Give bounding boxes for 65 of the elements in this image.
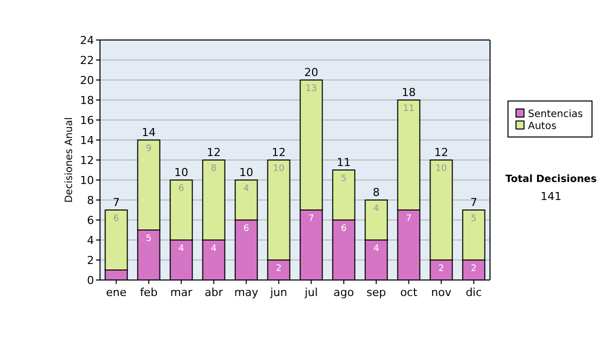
data-label: 5 <box>146 234 152 244</box>
total-label: 10 <box>239 166 254 179</box>
data-label: 4 <box>210 244 217 254</box>
total-label: 12 <box>434 146 448 159</box>
total-label: 12 <box>272 146 286 159</box>
data-label: 10 <box>273 164 285 174</box>
data-label: 7 <box>308 214 314 224</box>
data-label: 5 <box>340 174 347 184</box>
data-label: 6 <box>178 184 184 194</box>
data-label: 2 <box>438 264 444 274</box>
y-axis-title: Decisiones Anual <box>64 117 75 203</box>
y-tick-label: 0 <box>87 274 94 287</box>
y-tick-label: 4 <box>87 234 94 247</box>
total-label: 7 <box>470 196 478 209</box>
y-tick-label: 20 <box>80 74 94 87</box>
total-label: 14 <box>142 126 156 139</box>
data-label: 9 <box>146 144 152 154</box>
x-tick-label: ene <box>106 286 127 299</box>
x-tick-label: jul <box>304 286 318 299</box>
data-label: 4 <box>373 204 380 214</box>
x-tick-label: dic <box>466 286 482 299</box>
y-tick-label: 22 <box>80 54 94 67</box>
data-label: 6 <box>113 214 120 224</box>
data-label: 7 <box>406 214 412 224</box>
x-tick-label: mar <box>170 286 193 299</box>
total-label: 11 <box>336 156 351 169</box>
data-label: 4 <box>243 184 250 194</box>
data-label: 4 <box>373 244 380 254</box>
legend-label: Autos <box>528 121 556 132</box>
total-label: 20 <box>304 66 318 79</box>
text: Total Decisiones <box>505 174 597 185</box>
data-label: 2 <box>470 264 477 274</box>
y-tick-label: 18 <box>80 94 94 107</box>
y-tick-label: 6 <box>87 214 94 227</box>
x-tick-label: oct <box>400 286 418 299</box>
total-label: 12 <box>206 146 221 159</box>
total-label: 18 <box>402 86 416 99</box>
legend-label: Sentencias <box>528 109 583 120</box>
y-tick-label: 2 <box>87 254 94 267</box>
y-tick-label: 24 <box>80 34 94 47</box>
data-label: 8 <box>210 164 217 174</box>
total-label: 7 <box>112 196 120 209</box>
y-tick-label: 12 <box>80 154 94 167</box>
y-tick-label: 8 <box>87 194 94 207</box>
data-label: 13 <box>306 84 317 94</box>
x-tick-label: nov <box>431 286 452 299</box>
data-label: 6 <box>243 224 250 234</box>
data-label: 11 <box>403 104 414 114</box>
total-label: 8 <box>372 186 380 199</box>
y-tick-label: 10 <box>80 174 94 187</box>
data-label: 2 <box>276 264 282 274</box>
data-label: 6 <box>340 224 347 234</box>
y-tick-label: 14 <box>80 134 94 147</box>
total-label: 10 <box>174 166 188 179</box>
x-tick-label: may <box>234 286 259 299</box>
data-label: 4 <box>178 244 184 254</box>
x-tick-label: abr <box>204 286 224 299</box>
data-label: 5 <box>470 214 477 224</box>
data-label: 10 <box>436 164 448 174</box>
x-tick-label: jun <box>269 286 288 299</box>
x-tick-label: sep <box>366 286 386 299</box>
text: 141 <box>540 190 562 203</box>
x-tick-label: feb <box>140 286 158 299</box>
x-tick-label: ago <box>334 286 354 299</box>
y-tick-label: 16 <box>80 114 94 127</box>
